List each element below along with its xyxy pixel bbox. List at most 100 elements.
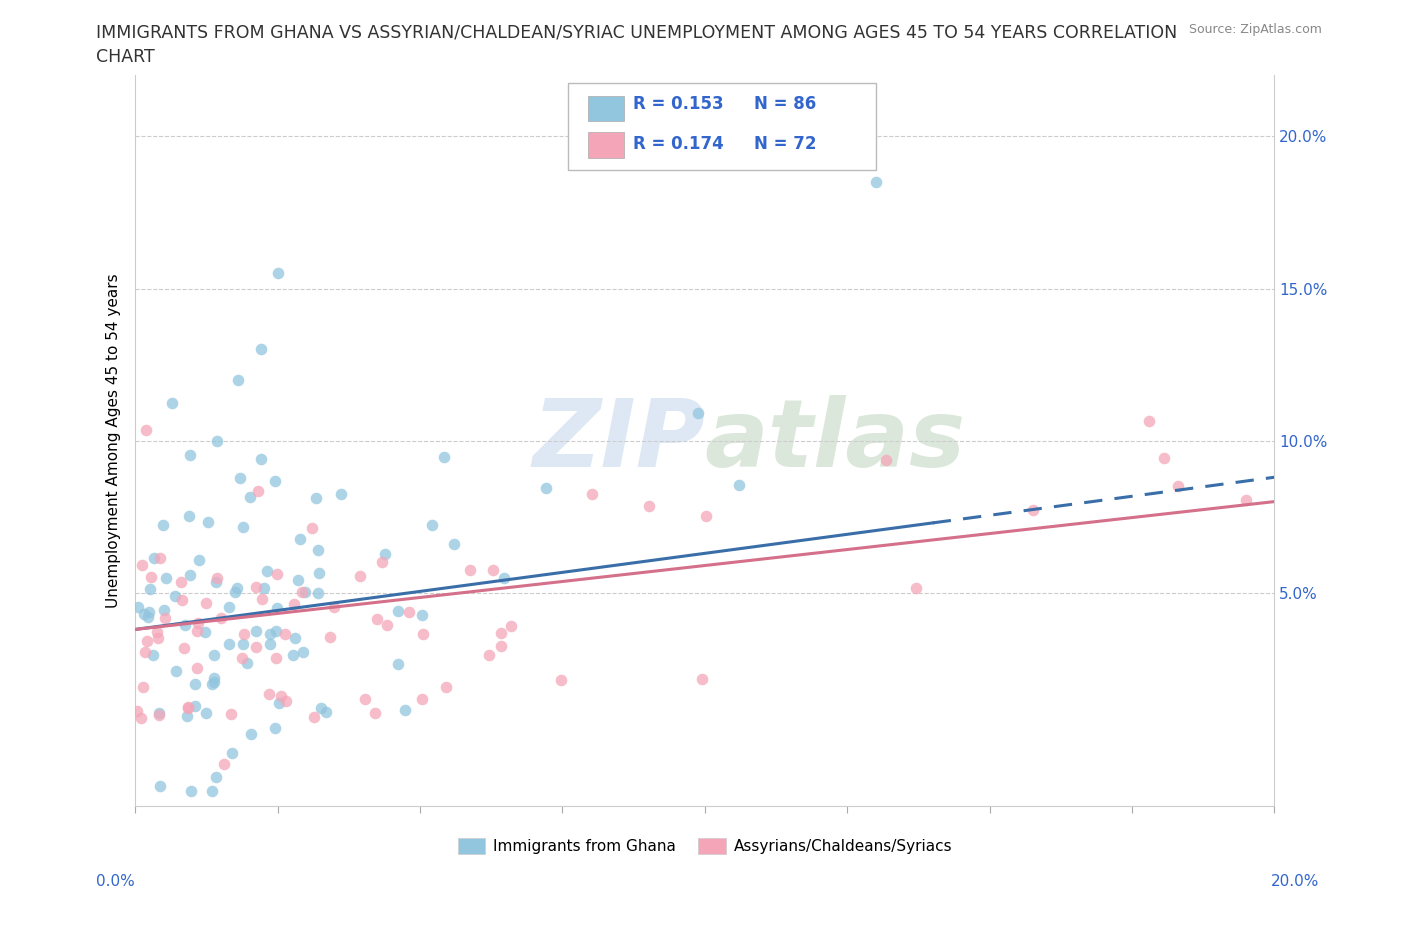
Point (177, 699, 200, 714)
Point (132, 606, 155, 621)
Point (374, 546, 396, 561)
Point (245, 639, 267, 654)
Point (394, 702, 416, 717)
Point (204, 575, 226, 590)
Point (146, 625, 169, 640)
Point (221, 746, 243, 761)
Point (160, 395, 183, 410)
Point (172, 592, 194, 607)
Point (283, 596, 305, 611)
Point (129, 711, 152, 725)
Point (301, 521, 323, 536)
Point (371, 554, 394, 569)
Point (184, 699, 207, 714)
Point (307, 543, 329, 558)
Point (364, 706, 387, 721)
Point (205, 570, 228, 585)
Point (1234, 493, 1257, 508)
Point (294, 585, 316, 600)
Point (489, 639, 512, 654)
Point (132, 679, 155, 694)
Point (387, 657, 409, 671)
Point (534, 481, 557, 496)
Point (180, 783, 202, 798)
Point (249, 342, 271, 357)
Point (232, 626, 254, 641)
Point (205, 770, 228, 785)
Point (266, 266, 288, 281)
Point (366, 611, 388, 626)
Point (195, 705, 218, 720)
Point (250, 591, 273, 606)
Point (266, 566, 288, 581)
Point (253, 580, 276, 595)
Text: 20.0%: 20.0% (1271, 874, 1319, 889)
Point (259, 627, 281, 642)
Point (228, 471, 250, 485)
Point (197, 514, 219, 529)
Point (179, 447, 201, 462)
Point (200, 783, 222, 798)
Point (276, 694, 298, 709)
Point (250, 451, 273, 466)
Point (231, 651, 253, 666)
Point (291, 644, 314, 659)
Point (695, 508, 717, 523)
Point (173, 641, 195, 656)
Text: IMMIGRANTS FROM GHANA VS ASSYRIAN/CHALDEAN/SYRIAC UNEMPLOYMENT AMONG AGES 45 TO : IMMIGRANTS FROM GHANA VS ASSYRIAN/CHALDE… (96, 23, 1177, 41)
Point (177, 509, 200, 524)
Point (186, 661, 208, 676)
Point (165, 664, 187, 679)
Point (264, 474, 287, 489)
Point (411, 607, 433, 622)
Point (443, 537, 465, 551)
Point (138, 604, 160, 619)
Point (177, 700, 200, 715)
Point (218, 636, 240, 651)
Point (155, 570, 177, 585)
Point (202, 648, 225, 663)
Point (637, 498, 659, 513)
Point (308, 565, 330, 580)
Point (209, 610, 232, 625)
Point (281, 647, 304, 662)
Point (256, 564, 278, 578)
Point (354, 691, 377, 706)
Point (224, 585, 246, 600)
Point (146, 631, 169, 645)
Point (291, 585, 314, 600)
Point (257, 686, 280, 701)
Point (267, 696, 290, 711)
Point (153, 610, 176, 625)
Point (245, 624, 267, 639)
Text: atlas: atlas (704, 394, 966, 486)
Point (134, 644, 156, 659)
Point (226, 372, 249, 387)
Text: R = 0.174: R = 0.174 (633, 135, 724, 153)
Point (287, 573, 309, 588)
Point (266, 651, 288, 666)
Point (232, 636, 254, 651)
Point (315, 705, 337, 720)
Point (165, 589, 187, 604)
FancyBboxPatch shape (568, 83, 876, 170)
Point (284, 631, 307, 645)
Point (148, 708, 170, 723)
Point (266, 600, 288, 615)
FancyBboxPatch shape (588, 132, 624, 158)
Text: CHART: CHART (96, 48, 155, 66)
Point (207, 433, 229, 448)
Point (263, 720, 285, 735)
Point (176, 709, 198, 724)
Point (412, 627, 434, 642)
Point (550, 672, 572, 687)
Point (398, 604, 420, 619)
Point (240, 727, 263, 742)
Point (148, 706, 170, 721)
Point (201, 676, 224, 691)
Point (152, 518, 174, 533)
Point (245, 579, 267, 594)
Point (478, 647, 501, 662)
Point (194, 625, 217, 640)
Point (264, 624, 287, 639)
